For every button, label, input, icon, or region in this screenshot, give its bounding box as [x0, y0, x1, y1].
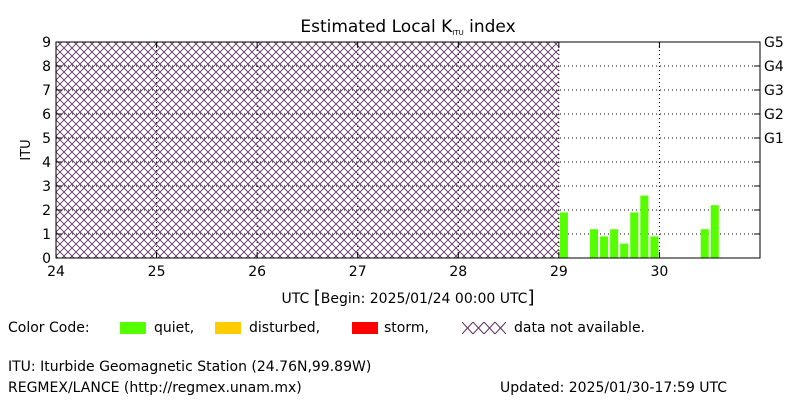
y-tick-label: 5 [42, 131, 51, 147]
y-tick-label: 0 [42, 251, 51, 267]
chart-title-subscript: ITU [452, 29, 463, 37]
quiet-swatch [120, 322, 146, 334]
bar [630, 212, 639, 258]
x-tick-label: 26 [248, 264, 266, 280]
g-scale-label: G5 [764, 35, 784, 51]
updated-timestamp: Updated: 2025/01/30-17:59 UTC [500, 380, 728, 396]
bar [600, 236, 609, 258]
x-tick-label: 25 [148, 264, 166, 280]
legend-na: data not available. [514, 320, 646, 336]
legend-disturbed: disturbed, [249, 320, 321, 336]
source-info: REGMEX/LANCE (http://regmex.unam.mx) [8, 380, 302, 396]
bar [640, 195, 649, 258]
y-axis-label: ITU [19, 139, 34, 160]
legend-label: Color Code: [8, 320, 90, 336]
x-axis-label-bracket-open: [ [314, 287, 321, 308]
x-axis-label: UTC [Begin: 2025/01/24 00:00 UTC] [281, 287, 534, 308]
bar [710, 205, 719, 258]
no-data-hatch-area [56, 42, 559, 258]
tick-marks [55, 41, 760, 259]
x-tick-label: 29 [550, 264, 568, 280]
x-tick-label: 24 [47, 264, 65, 280]
y-tick-label: 4 [42, 155, 51, 171]
g-scale-label: G1 [764, 131, 784, 147]
x-axis-label-bracket-close: ] [527, 287, 534, 308]
y-tick-label: 7 [42, 83, 51, 99]
bar [610, 229, 619, 258]
bar [590, 229, 599, 258]
bar [620, 243, 629, 258]
x-tick-label: 30 [651, 264, 669, 280]
bar [650, 236, 659, 258]
g-scale-label: G4 [764, 59, 784, 75]
bar [559, 212, 568, 258]
x-tick-label: 27 [349, 264, 367, 280]
y-tick-label: 8 [42, 59, 51, 75]
y-tick-label: 1 [42, 227, 51, 243]
storm-swatch [352, 322, 378, 334]
plot-frame [55, 41, 761, 259]
y-tick-label: 2 [42, 203, 51, 219]
y-tick-label: 6 [42, 107, 51, 123]
station-info: ITU: Iturbide Geomagnetic Station (24.76… [8, 359, 372, 375]
chart-title: Estimated Local KITU index [300, 17, 515, 37]
legend-quiet: quiet, [154, 320, 195, 336]
y-tick-label: 9 [42, 35, 51, 51]
x-tick-label: 28 [449, 264, 467, 280]
g-scale-label: G2 [764, 107, 784, 123]
bar [700, 229, 709, 258]
data-not-available-swatch-icon [462, 322, 506, 334]
legend-storm: storm, [384, 320, 429, 336]
bars [559, 195, 719, 258]
y-tick-label: 3 [42, 179, 51, 195]
disturbed-swatch [215, 322, 241, 334]
g-scale-label: G3 [764, 83, 784, 99]
